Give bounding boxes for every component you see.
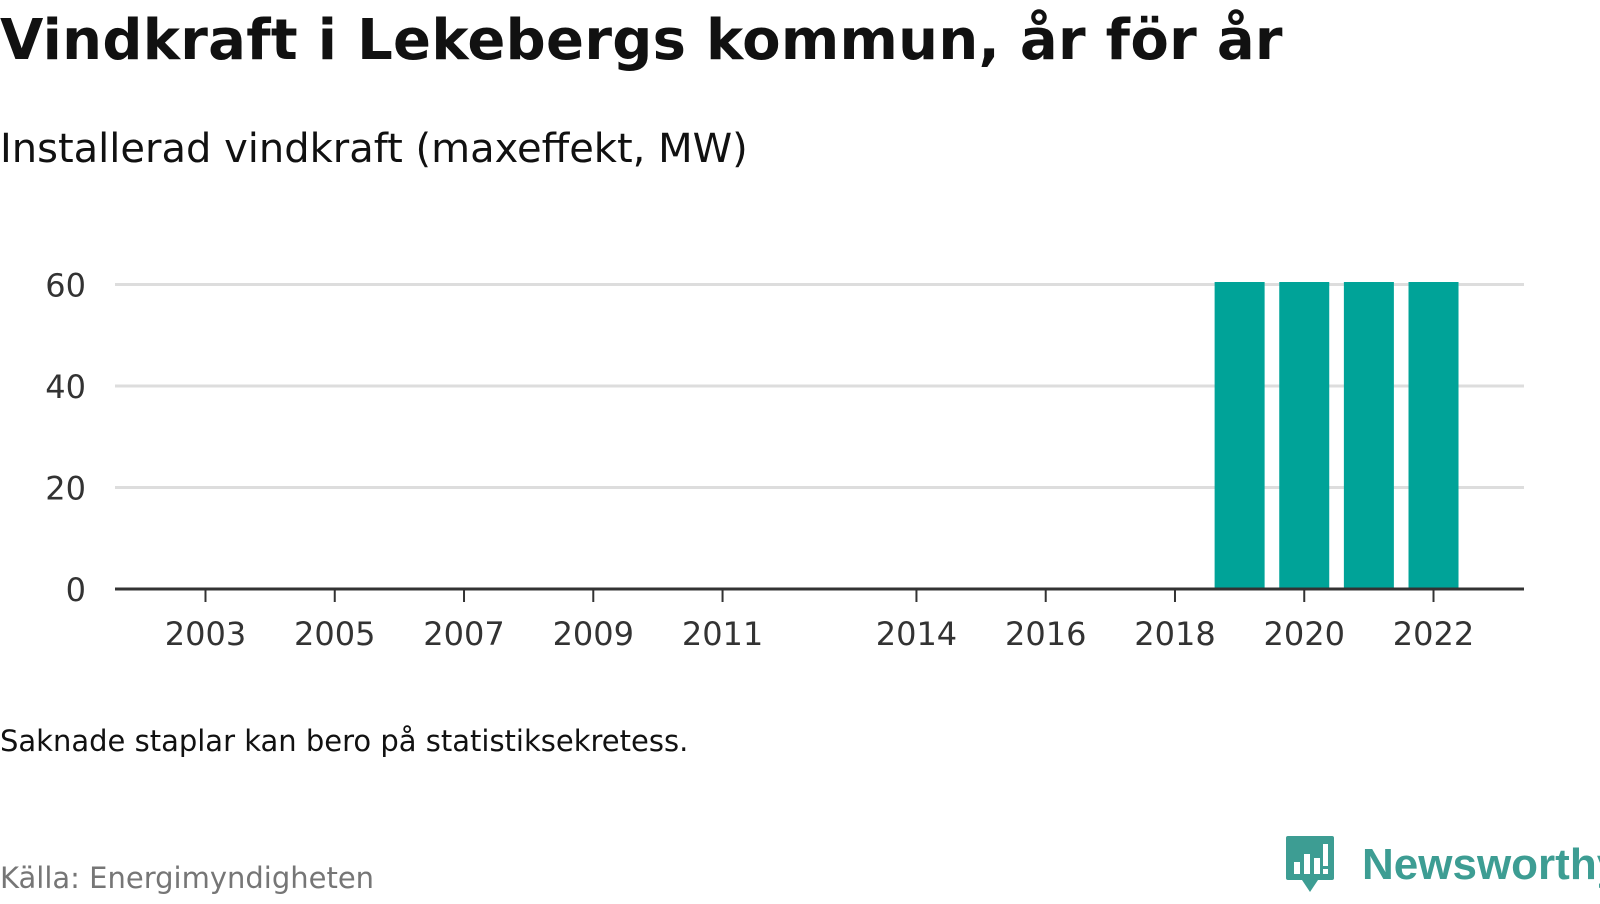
- bar-chart: 0 20 40 60 2003 2005 2007 2009 2011 2014 2016 2018 2…: [45, 267, 1524, 653]
- y-tick-label-20: 20: [45, 470, 86, 508]
- y-tick-label-40: 40: [45, 368, 86, 406]
- x-tick-label-2009: 2009: [553, 615, 634, 653]
- bar-2020: [1279, 282, 1330, 589]
- x-tick-label-2016: 2016: [1005, 615, 1086, 653]
- bar-2019: [1214, 282, 1265, 589]
- tick-labels: 0 20 40 60 2003 2005 2007 2009 2011 2014 2016 2018 2…: [45, 267, 1474, 653]
- y-tick-label-60: 60: [45, 267, 86, 305]
- bar-2022: [1408, 282, 1459, 589]
- x-tick-label-2007: 2007: [423, 615, 504, 653]
- chart-subtitle: Installerad vindkraft (maxeffekt, MW): [0, 126, 748, 172]
- brand-name: Newsworthy: [1362, 840, 1600, 889]
- x-tick-label-2014: 2014: [876, 615, 957, 653]
- x-tick-label-2022: 2022: [1393, 615, 1474, 653]
- footnote: Saknade staplar kan bero på statistiksek…: [0, 724, 689, 758]
- bar-2021: [1343, 282, 1394, 589]
- x-tick-label-2005: 2005: [294, 615, 375, 653]
- chart-title: Vindkraft i Lekebergs kommun, år för år: [0, 8, 1283, 73]
- x-tick-label-2018: 2018: [1134, 615, 1215, 653]
- newsworthy-logo-icon: [1286, 836, 1334, 892]
- bars: [1214, 282, 1459, 589]
- y-tick-label-0: 0: [66, 571, 86, 609]
- x-tick-label-2011: 2011: [682, 615, 763, 653]
- source-label: Källa: Energimyndigheten: [0, 861, 375, 895]
- x-tick-label-2020: 2020: [1264, 615, 1345, 653]
- axes: [115, 587, 1524, 602]
- x-tick-label-2003: 2003: [165, 615, 246, 653]
